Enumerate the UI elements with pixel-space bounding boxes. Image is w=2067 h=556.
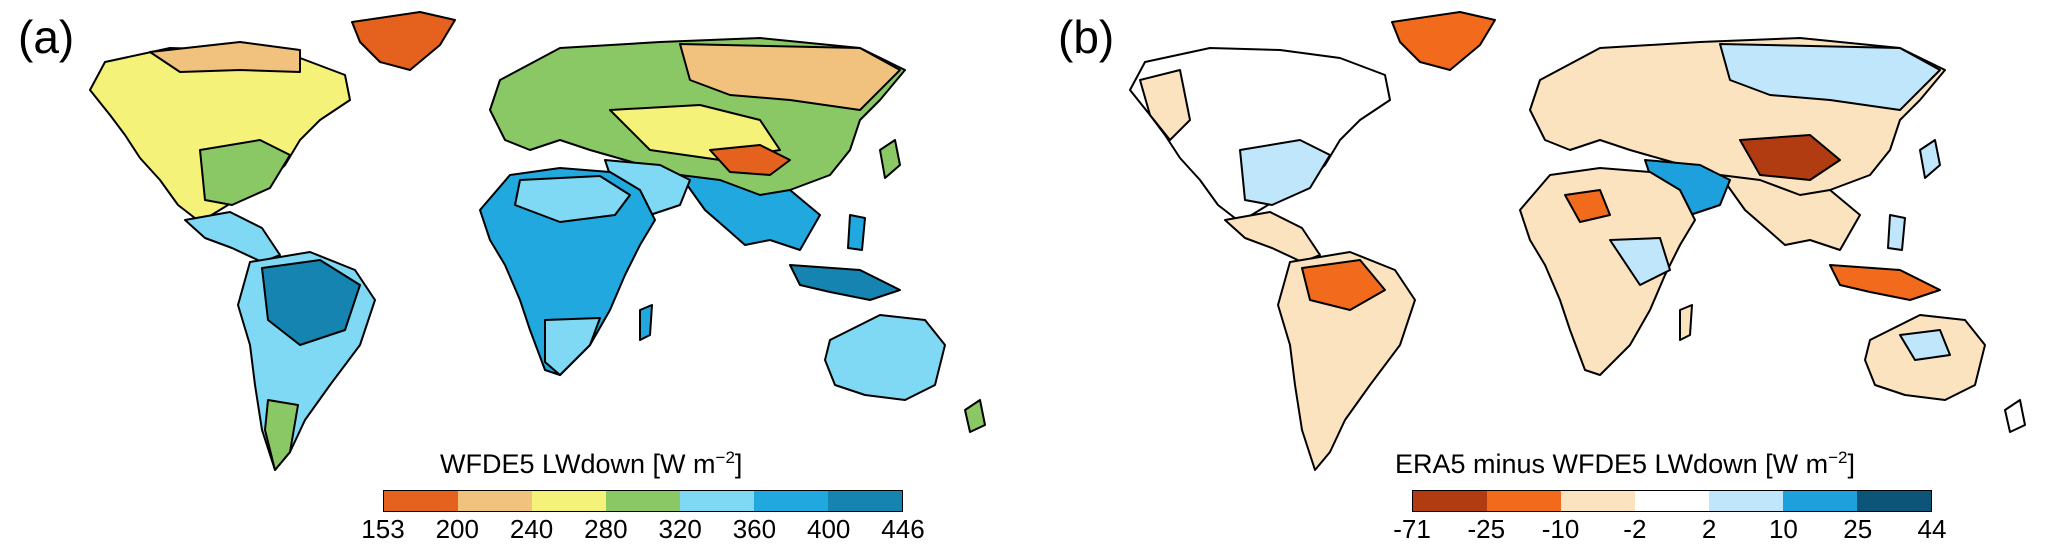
tibet xyxy=(709,144,791,176)
north-america-southeast xyxy=(199,139,291,206)
world-map-era5-minus-wfde5 xyxy=(1129,11,2026,471)
north-america-east xyxy=(1239,139,1331,206)
siberia xyxy=(679,43,901,111)
colorbar-segment xyxy=(1783,491,1857,511)
colorbar-segment xyxy=(532,491,606,511)
south-asia xyxy=(679,174,821,251)
central-america xyxy=(184,211,281,263)
colorbar-tick-label: -25 xyxy=(1467,514,1506,544)
tibet xyxy=(1739,134,1841,181)
colorbar-segment xyxy=(828,491,902,511)
philippines xyxy=(847,214,866,251)
colorbar xyxy=(383,490,903,512)
colorbar-segment xyxy=(1857,491,1931,511)
colorbar-tick-label: 10 xyxy=(1768,514,1798,544)
colorbar-segment xyxy=(384,491,458,511)
colorbar-segment xyxy=(1487,491,1561,511)
colorbar-segment xyxy=(1635,491,1709,511)
south-america xyxy=(1277,251,1416,471)
colorbar-tick-label: 360 xyxy=(732,514,777,544)
australia xyxy=(824,314,946,401)
colorbar-segment xyxy=(458,491,532,511)
colorbar-tick-label: 240 xyxy=(509,514,554,544)
south-america-amazon xyxy=(261,259,361,346)
colorbar-title: ERA5 minus WFDE5 LWdown [W m−2] xyxy=(1395,448,1855,479)
greenland xyxy=(1391,11,1496,71)
australia-central xyxy=(1899,329,1951,361)
south-asia xyxy=(1719,174,1861,251)
indonesia xyxy=(789,264,901,301)
colorbar-tick-label: -71 xyxy=(1393,514,1431,544)
colorbar-tick-label: 200 xyxy=(435,514,479,544)
panel-a: (a) xyxy=(0,0,1020,556)
north-america-west xyxy=(1139,69,1191,141)
panel-b: (b) ERA5 minus WFDE5 LWdown xyxy=(1040,0,2060,556)
madagascar xyxy=(639,304,653,341)
central-america xyxy=(1224,211,1321,263)
colorbar-ticks: 153 200 240 280 320 360 400 446 xyxy=(361,514,924,544)
sahara xyxy=(514,175,631,223)
indonesia xyxy=(1829,264,1941,301)
colorbar-tick-label: -10 xyxy=(1541,514,1580,544)
japan xyxy=(879,139,901,179)
east-africa xyxy=(1609,237,1671,286)
siberia xyxy=(1719,43,1941,111)
colorbar-segment xyxy=(1561,491,1635,511)
panel-letter: (a) xyxy=(18,11,75,63)
south-america-south xyxy=(264,399,299,471)
colorbar-segment xyxy=(1709,491,1783,511)
madagascar xyxy=(1679,304,1693,341)
colorbar-tick-label: 44 xyxy=(1917,514,1947,544)
colorbar-tick-label: 2 xyxy=(1701,514,1717,544)
north-america-arctic xyxy=(149,41,301,73)
new-zealand xyxy=(2004,399,2026,433)
japan xyxy=(1919,139,1941,179)
colorbar-tick-label: 320 xyxy=(658,514,702,544)
colorbar-tick-label: -2 xyxy=(1623,514,1647,544)
colorbar xyxy=(1412,490,1932,512)
colorbar-tick-label: 153 xyxy=(361,514,405,544)
colorbar-tick-label: 280 xyxy=(584,514,628,544)
new-zealand xyxy=(964,399,986,433)
world-map-wfde5 xyxy=(89,11,986,471)
colorbar-segment xyxy=(680,491,754,511)
southern-africa xyxy=(544,317,601,376)
colorbar-tick-label: 446 xyxy=(881,514,925,544)
colorbar-segment xyxy=(606,491,680,511)
colorbar-segment xyxy=(1413,491,1487,511)
philippines xyxy=(1887,214,1906,251)
africa xyxy=(1519,167,1696,376)
panel-letter: (b) xyxy=(1058,11,1115,63)
colorbar-segment xyxy=(754,491,828,511)
south-america-amazon xyxy=(1301,259,1386,311)
colorbar-tick-label: 25 xyxy=(1843,514,1873,544)
colorbar-tick-label: 400 xyxy=(807,514,851,544)
sahara xyxy=(1564,189,1611,223)
colorbar-title: WFDE5 LWdown [W m−2] xyxy=(440,448,743,479)
colorbar-ticks: -71 -25 -10 -2 2 10 25 44 xyxy=(1393,514,1946,544)
greenland xyxy=(351,11,456,71)
